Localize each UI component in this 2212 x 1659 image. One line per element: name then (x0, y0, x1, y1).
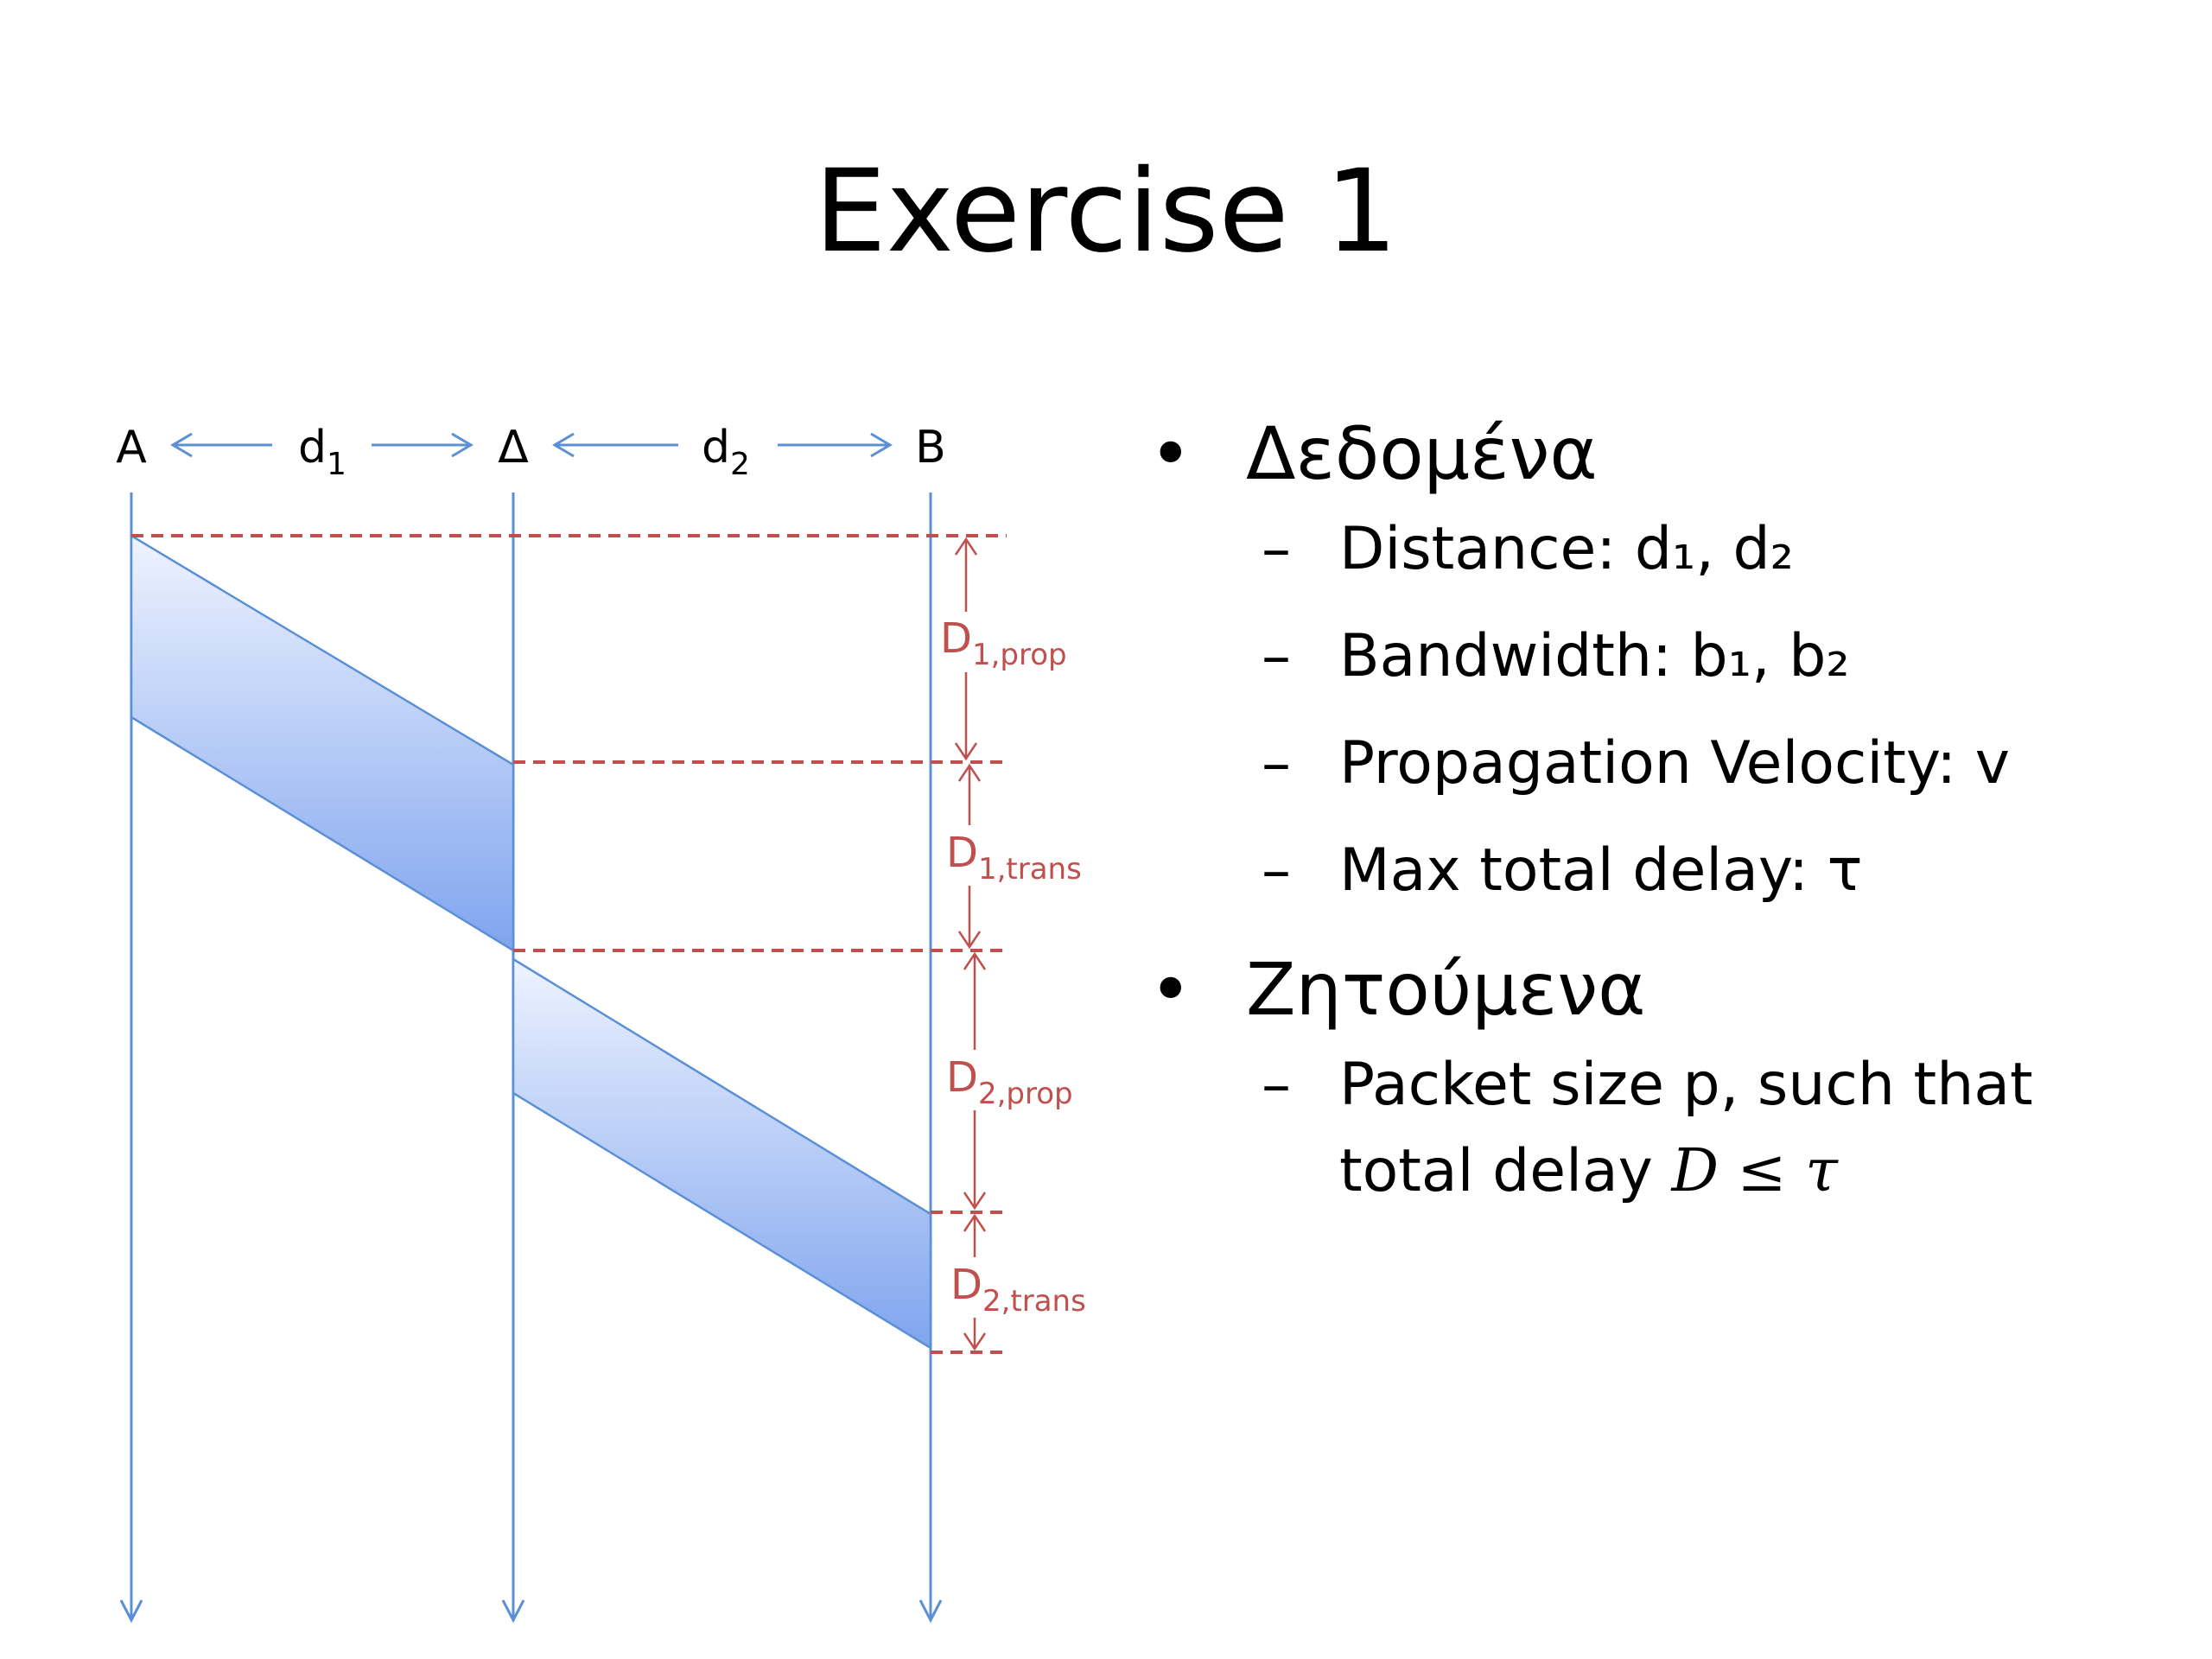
dash-icon: – (1262, 836, 1291, 905)
axis-b-arrow-icon (918, 1599, 943, 1624)
bullet-given: • Δεδομένα (1149, 406, 2186, 501)
timing-diagram: A Δ B d1 d2 (116, 422, 1086, 1624)
sub-item-text: Propagation Velocity: v (1339, 729, 2010, 798)
delay-inequality: D ≤ τ (1671, 1137, 1838, 1205)
dash-icon: – (1262, 729, 1291, 798)
bullet-icon: • (1149, 947, 1192, 1032)
packet-link-1 (130, 533, 515, 953)
sub-item: – Packet size p, such that total delay D… (1149, 1049, 2186, 1208)
sub-item: – Max total delay: τ (1149, 835, 2186, 907)
delay-label-2-prop: D2,prop (946, 1053, 1073, 1111)
sub-item-line-2: total delay D ≤ τ (1339, 1135, 2186, 1208)
node-mid-label: Δ (498, 422, 529, 474)
bullet-requested-label: Ζητούμενα (1246, 947, 1646, 1032)
distance-arrow-2 (552, 432, 893, 458)
delay-label-1-trans: D1,trans (946, 829, 1082, 887)
sub-item-text: Bandwidth: b₁, b₂ (1339, 622, 1850, 690)
sub-item-text: Max total delay: τ (1339, 836, 1863, 905)
slide-title: Exercise 1 (814, 145, 1398, 278)
node-a-label: A (116, 422, 147, 474)
packet-link-2 (512, 957, 932, 1351)
sub-item: – Distance: d₁, d₂ (1149, 513, 2186, 586)
dash-icon: – (1262, 1051, 1291, 1119)
sub-item-text: Distance: d₁, d₂ (1339, 515, 1794, 583)
delay-label-2-trans: D2,trans (950, 1261, 1086, 1319)
dash-icon: – (1262, 622, 1291, 690)
distance-label-2: d2 (702, 422, 750, 482)
bullet-given-label: Δεδομένα (1246, 411, 1598, 496)
axis-mid-arrow-icon (501, 1599, 525, 1624)
delay-label-1-prop: D1,prop (940, 614, 1067, 672)
bullet-list: • Δεδομένα – Distance: d₁, d₂ – Bandwidt… (1149, 406, 2186, 1243)
bullet-icon: • (1149, 411, 1192, 496)
distance-label-1: d1 (298, 422, 346, 482)
sub-item: – Bandwidth: b₁, b₂ (1149, 620, 2186, 693)
sub-item: – Propagation Velocity: v (1149, 728, 2186, 800)
sub-item-line-2-text: total delay (1339, 1137, 1672, 1205)
distance-arrow-1 (170, 432, 474, 458)
bullet-requested: • Ζητούμενα (1149, 942, 2186, 1037)
sub-item-line-1: Packet size p, such that (1339, 1051, 2033, 1119)
axis-a-arrow-icon (119, 1599, 143, 1624)
node-b-label: B (915, 422, 946, 474)
dash-icon: – (1262, 515, 1291, 583)
